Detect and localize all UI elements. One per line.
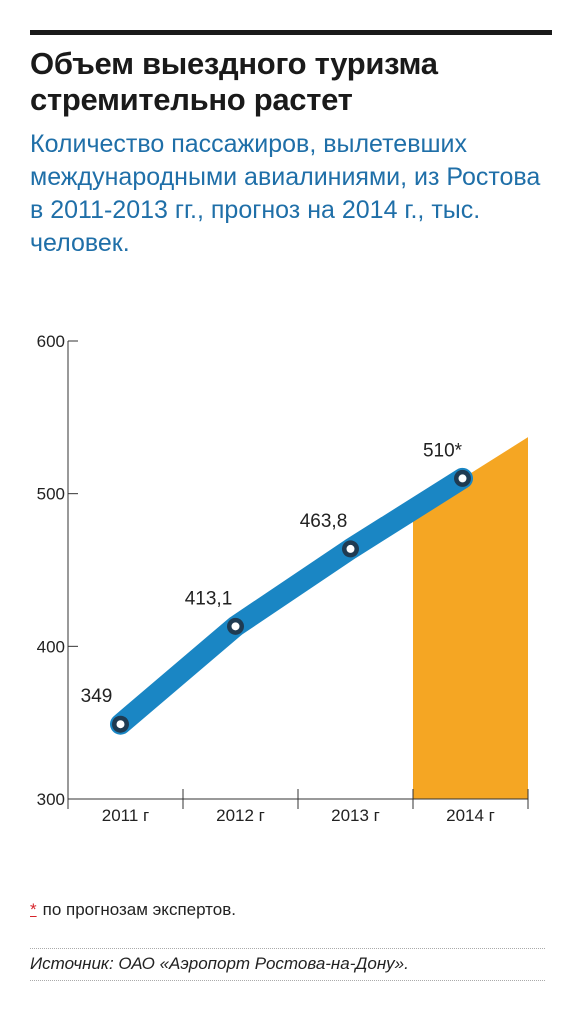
- data-point-center: [458, 474, 467, 483]
- bottom-divider: [30, 980, 545, 981]
- data-label: 463,8: [300, 511, 348, 532]
- footnote-marker: *: [30, 900, 37, 919]
- data-point-center: [346, 544, 355, 553]
- y-tick-label: 600: [37, 332, 65, 351]
- y-tick-label: 400: [37, 637, 65, 656]
- series-line: [110, 467, 473, 735]
- x-tick-label: 2012 г: [216, 806, 265, 825]
- data-label: 510*: [423, 440, 463, 461]
- chart-subtitle: Количество пассажиров, вылетевших междун…: [30, 130, 541, 257]
- top-rule: [30, 30, 552, 35]
- forecast-area: [413, 437, 528, 799]
- footnote: * по прогнозам экспертов.: [30, 900, 236, 920]
- x-tick-label: 2014 г: [446, 806, 495, 825]
- line-chart: 300 400 500 600 2011 г 2012 г 2013 г 2014 г 349…: [37, 332, 529, 825]
- y-tick-label: 500: [37, 485, 65, 504]
- data-label: 349: [81, 686, 113, 707]
- source-note: Источник: ОАО «Аэропорт Ростова-на-Дону»…: [30, 954, 409, 973]
- x-tick-label: 2013 г: [331, 806, 380, 825]
- y-tick-label: 300: [37, 790, 65, 809]
- chart-title: Объем выездного туризма стремительно рас…: [30, 46, 438, 117]
- source-divider: [30, 948, 545, 949]
- data-point-center: [116, 720, 125, 729]
- data-point-center: [231, 622, 240, 631]
- footnote-text: по прогнозам экспертов.: [42, 900, 236, 919]
- x-tick-label: 2011 г: [102, 806, 149, 825]
- data-label: 413,1: [185, 588, 233, 609]
